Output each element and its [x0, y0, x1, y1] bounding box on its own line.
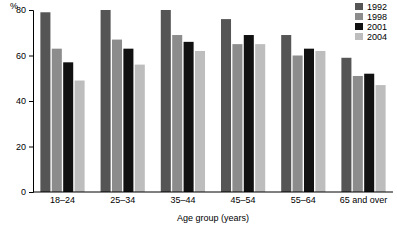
bar: [75, 81, 85, 192]
tick: 55–64: [291, 192, 316, 205]
tick-mark: [29, 10, 33, 11]
series: [63, 35, 374, 192]
bar: [315, 51, 325, 192]
legend-label: 2004: [367, 32, 387, 42]
bar: [52, 49, 62, 192]
bar: [304, 49, 314, 192]
tick-mark: [29, 147, 33, 148]
tick: 35–44: [170, 192, 195, 205]
legend: 1992199820012004: [355, 2, 387, 42]
tick-label: 55–64: [291, 195, 316, 205]
bar: [135, 65, 145, 192]
bar: [101, 10, 111, 192]
legend-item: 1998: [355, 12, 387, 22]
bar: [161, 10, 171, 192]
bar: [255, 44, 265, 192]
bar: [293, 56, 303, 193]
chart: 0 20 40 60 80 18–24 25–34 35–44 45–54 55–64 65 and…: [0, 0, 397, 227]
tick: 0: [21, 187, 33, 197]
bar: [232, 44, 242, 192]
legend-label: 1992: [367, 2, 387, 12]
series: [75, 44, 386, 192]
legend-item: 1992: [355, 2, 387, 12]
y-axis: 0 20 40 60 80: [16, 5, 34, 197]
series: [40, 10, 351, 192]
legend-swatch: [355, 23, 363, 30]
tick: 45–54: [231, 192, 256, 205]
bars: [40, 10, 385, 192]
bar: [63, 62, 73, 192]
tick-label: 25–34: [110, 195, 135, 205]
legend-label: 2001: [367, 22, 387, 32]
bar: [123, 49, 133, 192]
bar: [184, 42, 194, 192]
bar: [244, 35, 254, 192]
tick: 65 and over: [340, 192, 388, 205]
tick-mark: [29, 56, 33, 57]
tick-label: 40: [16, 96, 26, 106]
tick-label: 45–54: [231, 195, 256, 205]
bar: [195, 51, 205, 192]
tick-label: 60: [16, 51, 26, 61]
tick-mark: [29, 192, 33, 193]
axis-line: [29, 11, 34, 193]
tick-label: 18–24: [50, 195, 75, 205]
bar: [40, 12, 50, 192]
bar: [353, 76, 363, 192]
legend-swatch: [355, 3, 363, 10]
legend-item: 2001: [355, 22, 387, 32]
axis-line: [33, 192, 393, 193]
legend-swatch: [355, 13, 363, 20]
legend-item: 2004: [355, 32, 387, 42]
tick-label: 0: [21, 187, 26, 197]
tick: 20: [16, 142, 33, 152]
bar: [376, 85, 386, 192]
legend-label: 1998: [367, 12, 387, 22]
bar: [221, 19, 231, 192]
plot: 0 20 40 60 80 18–24 25–34 35–44 45–54 55–64 65 and…: [16, 5, 393, 205]
tick: 40: [16, 96, 33, 106]
x-axis: 18–24 25–34 35–44 45–54 55–64 65 and over: [33, 192, 393, 205]
series: [52, 35, 363, 192]
bar: [112, 40, 122, 192]
tick-mark: [29, 101, 33, 102]
bar: [172, 35, 182, 192]
tick-label: 65 and over: [340, 195, 388, 205]
bar: [341, 58, 351, 192]
x-axis-title: Age group (years): [177, 213, 249, 223]
tick-label: 20: [16, 142, 26, 152]
tick: 80: [16, 5, 33, 15]
tick: 18–24: [50, 192, 75, 205]
bar: [364, 74, 374, 192]
tick-label: 35–44: [170, 195, 195, 205]
y-axis-title: %: [10, 1, 18, 11]
tick: 25–34: [110, 192, 135, 205]
tick: 60: [16, 51, 33, 61]
bar: [281, 35, 291, 192]
legend-swatch: [355, 33, 363, 40]
